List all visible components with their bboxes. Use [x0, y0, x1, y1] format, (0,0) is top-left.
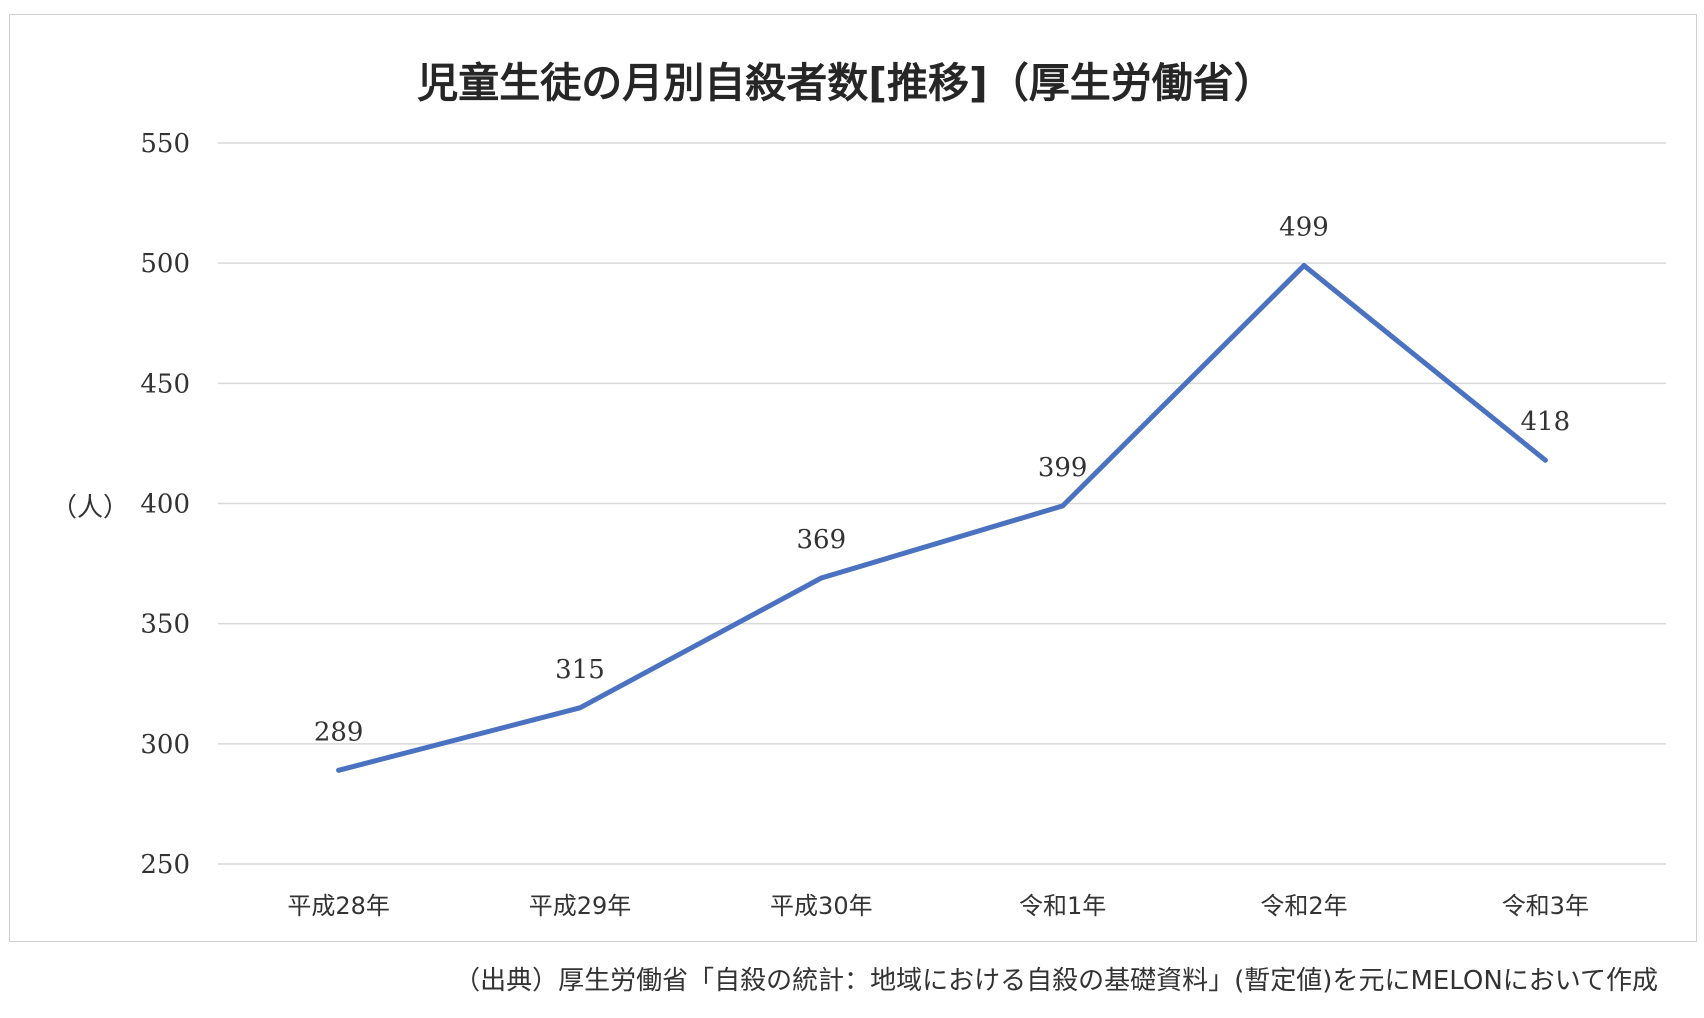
x-tick-label: 平成28年	[287, 892, 390, 920]
data-point	[818, 575, 824, 581]
x-tick-label: 平成29年	[529, 892, 632, 920]
data-label: 418	[1521, 407, 1571, 437]
y-tick-label: 500	[140, 249, 190, 279]
data-label: 499	[1279, 213, 1329, 243]
y-tick-label: 300	[140, 730, 190, 760]
data-point	[577, 705, 583, 711]
x-axis-ticks: 平成28年 平成29年 平成30年 令和1年 令和2年 令和3年	[287, 892, 1589, 920]
y-tick-label: 350	[140, 610, 190, 640]
x-tick-label: 令和1年	[1019, 892, 1106, 920]
data-point	[1542, 457, 1548, 463]
data-labels: 289 315 369 399 499 418	[314, 213, 1570, 748]
x-tick-label: 令和2年	[1260, 892, 1347, 920]
series-line	[336, 263, 1548, 773]
data-label: 369	[797, 525, 847, 555]
x-tick-label: 平成30年	[770, 892, 873, 920]
y-tick-label: 250	[140, 850, 190, 880]
data-point	[1301, 263, 1307, 269]
data-label: 399	[1038, 453, 1088, 483]
chart-title: 児童生徒の月別自殺者数[推移]（厚生労働省）	[417, 59, 1274, 107]
series-layer	[336, 263, 1548, 773]
y-axis-ticks: 250 300 350 400 450 500 550	[140, 129, 190, 880]
gridlines	[218, 142, 1666, 865]
y-tick-label: 400	[140, 490, 190, 520]
y-axis-label: （人）	[51, 493, 129, 523]
chart-frame: 児童生徒の月別自殺者数[推移]（厚生労働省） 250 300 350 400 450 50…	[9, 14, 1697, 942]
data-label: 289	[314, 717, 364, 747]
data-point	[1060, 503, 1066, 509]
source-note: （出典）厚生労働省「自殺の統計：地域における自殺の基礎資料」(暫定値)を元にME…	[454, 966, 1658, 996]
x-tick-label: 令和3年	[1502, 892, 1589, 920]
y-tick-label: 450	[140, 369, 190, 399]
data-point	[336, 767, 342, 773]
data-label: 315	[555, 655, 605, 685]
line-chart: 児童生徒の月別自殺者数[推移]（厚生労働省） 250 300 350 400 450 50…	[51, 59, 1666, 920]
y-tick-label: 550	[140, 129, 190, 159]
